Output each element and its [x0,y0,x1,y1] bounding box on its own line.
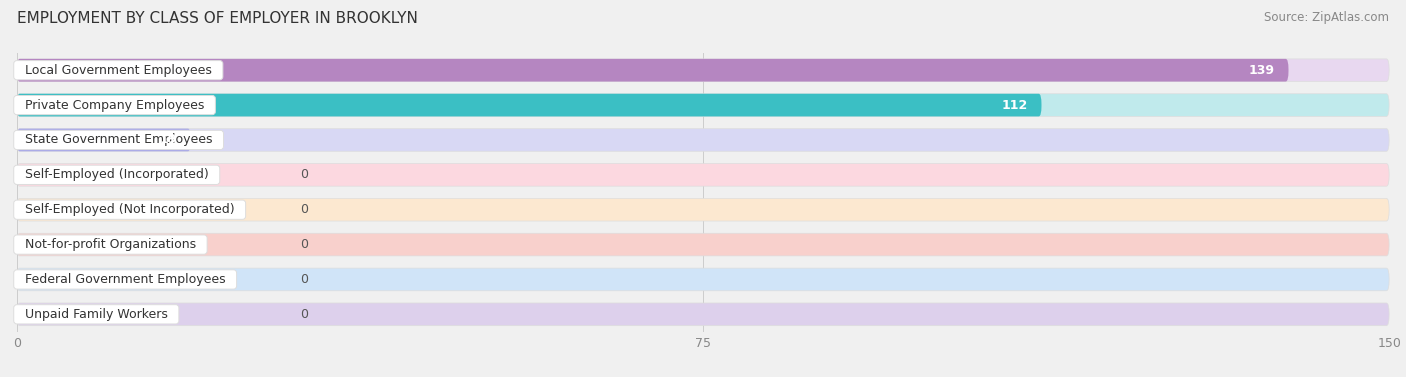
FancyBboxPatch shape [17,59,1288,81]
FancyBboxPatch shape [17,94,1389,116]
FancyBboxPatch shape [17,129,191,151]
Text: EMPLOYMENT BY CLASS OF EMPLOYER IN BROOKLYN: EMPLOYMENT BY CLASS OF EMPLOYER IN BROOK… [17,11,418,26]
Text: Not-for-profit Organizations: Not-for-profit Organizations [17,238,204,251]
Text: 0: 0 [301,308,308,321]
Text: State Government Employees: State Government Employees [17,133,221,146]
FancyBboxPatch shape [17,303,1389,326]
Text: Self-Employed (Incorporated): Self-Employed (Incorporated) [17,169,217,181]
Text: Federal Government Employees: Federal Government Employees [17,273,233,286]
Text: Private Company Employees: Private Company Employees [17,99,212,112]
FancyBboxPatch shape [17,129,1389,151]
Text: Self-Employed (Not Incorporated): Self-Employed (Not Incorporated) [17,203,242,216]
FancyBboxPatch shape [17,164,1389,186]
Text: Local Government Employees: Local Government Employees [17,64,219,77]
FancyBboxPatch shape [17,198,1389,221]
Text: Source: ZipAtlas.com: Source: ZipAtlas.com [1264,11,1389,24]
FancyBboxPatch shape [17,59,1389,81]
Text: 139: 139 [1249,64,1275,77]
Text: 0: 0 [301,169,308,181]
Text: 0: 0 [301,203,308,216]
Text: 0: 0 [301,273,308,286]
Text: 0: 0 [301,238,308,251]
Text: 112: 112 [1001,99,1028,112]
Text: 19: 19 [160,133,177,146]
FancyBboxPatch shape [17,233,1389,256]
FancyBboxPatch shape [17,268,1389,291]
FancyBboxPatch shape [17,94,1042,116]
Text: Unpaid Family Workers: Unpaid Family Workers [17,308,176,321]
